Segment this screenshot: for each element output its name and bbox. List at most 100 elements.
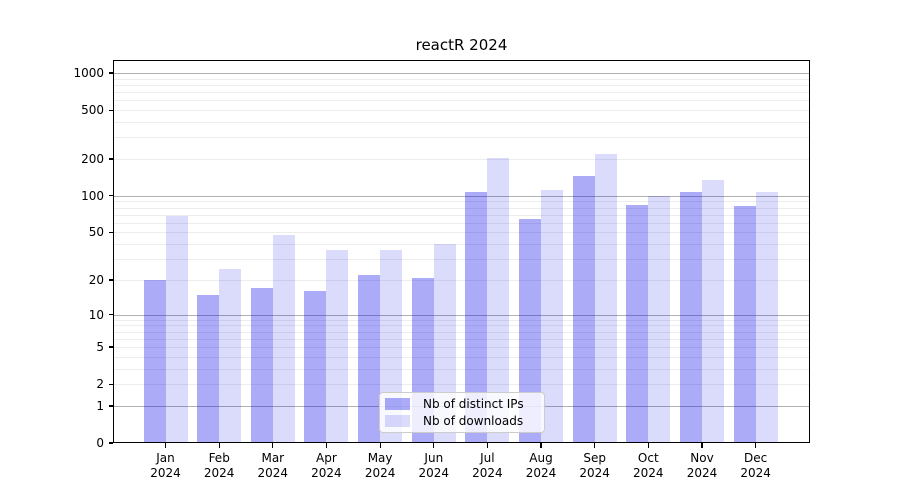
x-tick-month: May	[367, 451, 393, 465]
bar-distinct-ips-jul	[465, 191, 488, 443]
bar-downloads-feb	[219, 268, 242, 443]
y-tick-mark	[109, 195, 113, 197]
x-tick-month: Feb	[208, 451, 230, 465]
bar-downloads-jan	[165, 216, 188, 443]
y-tick-label: 200	[81, 152, 104, 166]
y-tick-mark	[109, 405, 113, 407]
x-tick-label: Jan 2024	[139, 451, 193, 481]
bar-distinct-ips-oct	[626, 205, 649, 443]
plot-area	[113, 60, 810, 443]
bar-downloads-mar	[272, 234, 295, 443]
legend-item-distinct-ips: Nb of distinct IPs	[385, 397, 538, 411]
y-tick-label: 1000	[73, 66, 104, 80]
bar-distinct-ips-nov	[680, 191, 702, 443]
x-tick-year: 2024	[257, 466, 289, 480]
bar-downloads-nov	[702, 179, 724, 443]
x-tick-mark	[325, 443, 328, 448]
bar-downloads-oct	[648, 195, 671, 443]
y-tick-mark	[109, 109, 113, 111]
x-tick-year: 2024	[364, 466, 396, 480]
bar-distinct-ips-mar	[250, 288, 273, 443]
x-tick-year: 2024	[686, 466, 718, 480]
x-tick-mark	[379, 443, 381, 448]
y-tick-label: 10	[88, 307, 104, 322]
x-tick-month: Apr	[316, 451, 337, 465]
x-tick-mark	[701, 443, 703, 448]
x-tick-label: Jul 2024	[460, 451, 514, 481]
legend: Nb of distinct IPs Nb of downloads	[379, 392, 545, 433]
minor-gridline	[113, 368, 810, 370]
x-tick-year: 2024	[525, 466, 557, 480]
x-tick-month: Aug	[529, 451, 553, 465]
x-tick-mark	[647, 443, 649, 448]
x-tick-month: Nov	[690, 451, 714, 465]
x-tick-month: Jan	[156, 451, 175, 465]
y-tick-mark	[109, 158, 113, 160]
y-tick-mark	[109, 72, 113, 74]
legend-swatch-downloads	[385, 415, 410, 427]
minor-gridline	[113, 356, 810, 358]
minor-gridline	[113, 347, 810, 348]
major-gridline	[113, 314, 810, 316]
x-tick-label: Nov 2024	[675, 451, 729, 481]
x-tick-year: 2024	[740, 466, 771, 480]
minor-gridline	[113, 78, 810, 80]
bar-distinct-ips-sep	[572, 176, 595, 443]
bar-distinct-ips-may	[358, 275, 381, 443]
bar-downloads-sep	[594, 153, 617, 443]
x-tick-year: 2024	[579, 466, 610, 480]
x-tick-label: Jun 2024	[407, 451, 461, 481]
minor-gridline	[113, 214, 810, 216]
x-tick-month: Mar	[261, 451, 285, 465]
bar-distinct-ips-apr	[304, 291, 327, 443]
x-tick-mark	[272, 443, 274, 448]
minor-gridline	[113, 279, 810, 281]
minor-gridline	[113, 100, 810, 102]
x-tick-label: Dec 2024	[729, 451, 783, 481]
minor-gridline	[113, 207, 810, 209]
chart-title: reactR 2024	[415, 36, 508, 54]
x-tick-month: Sep	[583, 451, 606, 465]
minor-gridline	[113, 122, 810, 123]
x-tick-label: Aug 2024	[514, 451, 568, 481]
x-tick-label: Oct 2024	[621, 451, 675, 481]
legend-swatch-distinct-ips	[385, 398, 410, 410]
y-tick-label: 5	[96, 340, 104, 354]
bar-distinct-ips-jan	[143, 279, 166, 443]
bar-downloads-jul	[487, 158, 510, 443]
x-tick-label: Apr 2024	[299, 451, 353, 481]
x-tick-mark	[218, 443, 220, 448]
minor-gridline	[113, 92, 810, 94]
y-tick-label: 20	[88, 272, 104, 287]
y-tick-label: 1	[96, 398, 104, 413]
bar-downloads-dec	[755, 191, 778, 443]
x-tick-month: Oct	[637, 451, 659, 465]
legend-label-downloads: Nb of downloads	[423, 414, 524, 428]
x-tick-month: Dec	[743, 451, 768, 465]
minor-gridline	[113, 159, 810, 160]
x-tick-mark	[540, 443, 542, 448]
y-tick-label: 500	[81, 103, 104, 118]
y-tick-mark	[109, 279, 113, 281]
x-tick-mark	[486, 443, 489, 448]
x-tick-year: 2024	[150, 466, 181, 480]
y-tick-mark	[109, 383, 113, 385]
legend-label-distinct-ips: Nb of distinct IPs	[423, 397, 524, 411]
legend-item-downloads: Nb of downloads	[385, 414, 538, 428]
minor-gridline	[113, 259, 810, 261]
y-tick-mark	[109, 314, 113, 316]
x-tick-label: Sep 2024	[568, 451, 622, 481]
y-tick-label: 0	[96, 436, 104, 450]
x-tick-mark	[755, 443, 757, 448]
bar-distinct-ips-feb	[197, 294, 220, 443]
bar-distinct-ips-dec	[733, 206, 756, 443]
bar-downloads-aug	[541, 189, 564, 443]
x-tick-label: Feb 2024	[192, 451, 246, 481]
x-tick-month: Jun	[424, 451, 444, 465]
major-gridline	[113, 195, 810, 197]
y-tick-label: 50	[88, 225, 104, 240]
minor-gridline	[113, 137, 810, 139]
y-tick-label: 2	[96, 377, 104, 392]
minor-gridline	[113, 201, 810, 203]
